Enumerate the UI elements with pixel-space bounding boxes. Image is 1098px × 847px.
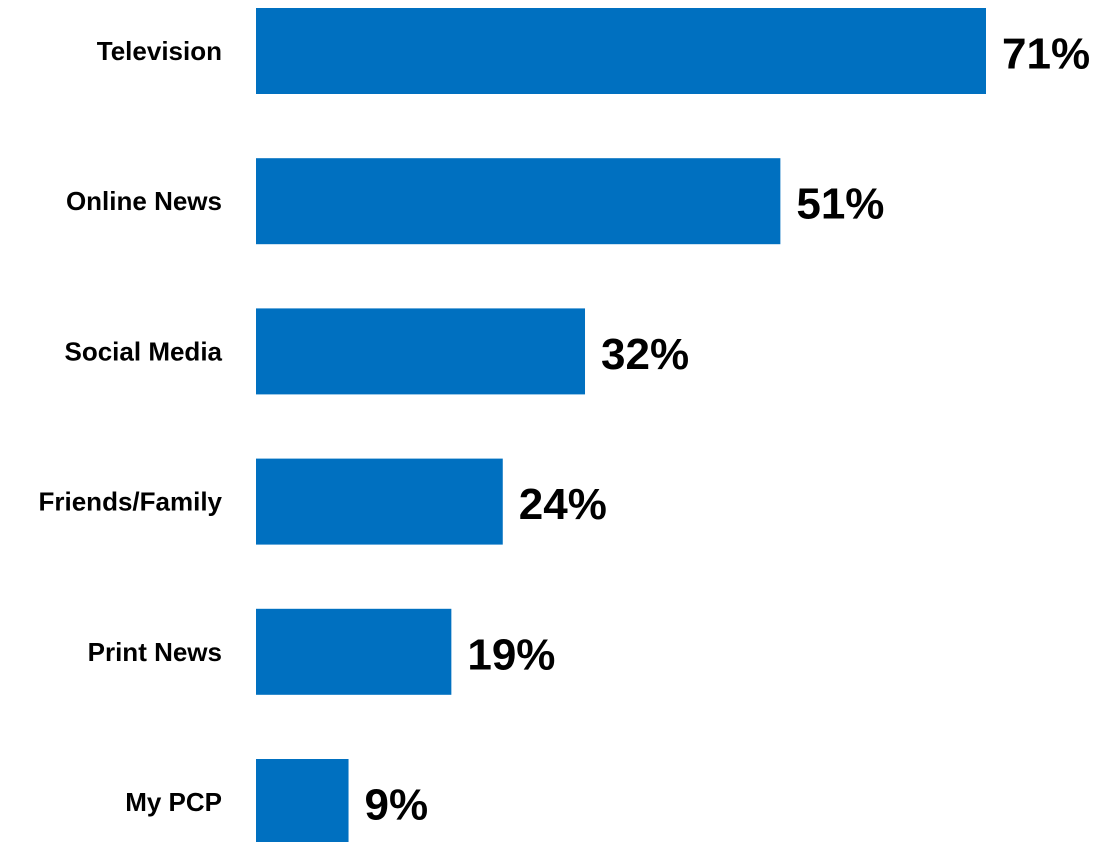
category-labels: Television Online News Social Media Friends… (39, 36, 223, 817)
value-label-my-pcp: 9% (365, 781, 429, 830)
value-label-print-news: 19% (467, 630, 555, 679)
bar-social-media (256, 308, 586, 395)
bar-my-pcp (256, 759, 349, 845)
value-label-television: 71% (1002, 30, 1090, 79)
bar-print-news (256, 608, 452, 695)
bar-television (256, 8, 986, 94)
value-labels: 71% 51% 32% 24% 19% 9% (365, 30, 1091, 830)
bars-layer (256, 8, 986, 845)
category-label-social-media: Social Media (65, 336, 223, 366)
category-label-friends-family: Friends/Family (39, 487, 223, 517)
category-label-television: Television (97, 36, 222, 66)
category-label-online-news: Online News (66, 186, 222, 216)
category-label-print-news: Print News (88, 637, 222, 667)
value-label-friends-family: 24% (519, 480, 607, 529)
bar-online-news (256, 158, 781, 245)
category-label-my-pcp: My PCP (125, 787, 222, 817)
value-label-social-media: 32% (601, 330, 689, 379)
value-label-online-news: 51% (796, 180, 884, 229)
bar-friends-family (256, 458, 503, 545)
